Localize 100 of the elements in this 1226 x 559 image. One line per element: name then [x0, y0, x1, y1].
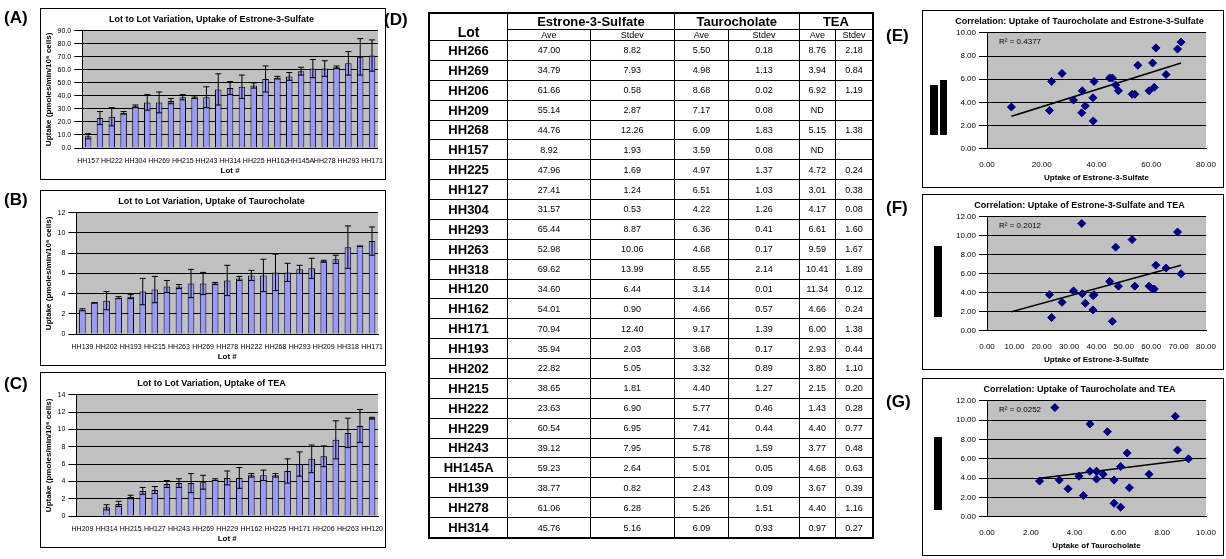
data-label: 0.08: [728, 139, 800, 160]
data-label: 4.22: [674, 199, 729, 220]
data-label: 5.16: [590, 517, 675, 538]
data-label: 27.41: [507, 179, 591, 200]
data-label: 0.48: [835, 438, 873, 458]
data-label: 1.39: [728, 318, 800, 339]
data-label: 4.66: [799, 298, 836, 319]
x-tick-label: 10.00: [1195, 527, 1217, 537]
data-label: 0.12: [835, 279, 873, 299]
y-tick-label: 10.00: [955, 28, 977, 37]
text: Taurocholate: [674, 13, 800, 30]
data-label: 0.44: [835, 338, 873, 359]
data-label: 0.46: [728, 398, 800, 419]
text: Stdev: [728, 29, 800, 41]
data-label: 1.38: [835, 318, 873, 339]
data-label: 1.93: [590, 139, 675, 160]
data-label: 1.26: [728, 199, 800, 220]
y-tick-label: 6.00: [960, 269, 977, 278]
text: (E): [886, 26, 909, 46]
x-axis-title: Uptake of Estrone-3-Sulfate: [1044, 173, 1150, 183]
y-tick-label: 12.00: [955, 396, 977, 405]
category-label: HH318: [429, 259, 508, 279]
y-tick-label: 0.00: [960, 144, 977, 153]
x-tick-label: 6.00: [1110, 527, 1127, 537]
data-label: 7.95: [590, 438, 675, 458]
x-tick-label: 50.00: [1113, 341, 1135, 351]
y-tick-label: 12.00: [955, 212, 977, 221]
data-label: 4.68: [799, 457, 836, 478]
category-label: HH127: [429, 179, 508, 200]
chart-title: Lot to Lot Variation, Uptake of Taurocholate: [118, 195, 305, 206]
data-label: 1.51: [728, 497, 800, 518]
y-tick-label: 8.00: [960, 51, 977, 61]
data-label: 0.89: [728, 358, 800, 379]
category-label: HH209: [429, 100, 508, 120]
data-label: ND: [799, 100, 836, 120]
y-tick-label: 10.00: [955, 415, 977, 425]
data-label: 2.93: [799, 338, 836, 359]
data-label: 3.59: [674, 139, 729, 160]
category-label: HH278: [429, 497, 508, 518]
text: Ave: [799, 29, 836, 41]
legend-label: Stdev: [835, 29, 873, 41]
data-label: ND: [799, 139, 836, 160]
data-label: 5.77: [674, 398, 729, 419]
y-tick-label: 2.00: [960, 120, 977, 130]
data-label: 1.10: [835, 358, 873, 379]
x-axis-title: Lot #: [220, 166, 241, 176]
data-label: 0.38: [835, 179, 873, 200]
data-label: 2.03: [590, 338, 675, 359]
data-label: 6.09: [674, 120, 729, 140]
x-tick-label: 0.00: [979, 527, 996, 537]
data-label: 5.15: [799, 120, 836, 140]
data-label: 6.36: [674, 219, 729, 240]
data-label: 0.57: [728, 298, 800, 319]
data-label: 3.68: [674, 338, 729, 359]
data-label: 0.82: [590, 477, 675, 498]
category-label: HH293: [429, 219, 508, 240]
data-label: 45.76: [507, 517, 591, 538]
data-label: 0.53: [590, 199, 675, 220]
data-label: 1.59: [728, 438, 800, 458]
chart-title: Lot to Lot Variation, Uptake of TEA: [137, 377, 287, 388]
annotation: R² = 0.0252: [999, 405, 1042, 414]
x-tick-label: 40.00: [1086, 341, 1108, 351]
text: (G): [886, 392, 911, 412]
category-label: HH266: [429, 40, 508, 61]
annotation: R² = 0.2012: [999, 221, 1042, 230]
chart-title: Correlation: Uptake of Taurocholate and Estrone-3-Sulfate: [955, 15, 1204, 26]
category-label: HH243: [429, 438, 508, 458]
data-label: 0.44: [728, 418, 800, 438]
data-label: 61.06: [507, 497, 591, 518]
data-label: 3.14: [674, 279, 729, 299]
category-label: HH268: [429, 120, 508, 140]
data-label: 0.77: [835, 418, 873, 438]
data-label: 1.03: [728, 179, 800, 200]
data-label: 8.68: [674, 80, 729, 101]
data-label: 22.82: [507, 358, 591, 379]
data-label: 1.27: [728, 378, 800, 399]
category-label: HH202: [429, 358, 508, 379]
text: TEA: [799, 13, 873, 30]
data-label: 0.08: [728, 100, 800, 120]
data-label: 2.15: [799, 378, 836, 399]
text: Estrone-3-Sulfate: [507, 13, 675, 30]
chart-title: Lot to Lot Variation, Uptake of Estrone-3-Sulfate: [108, 13, 315, 24]
data-label: 9.17: [674, 318, 729, 339]
data-label: 65.44: [507, 219, 591, 240]
data-label: 34.79: [507, 60, 591, 81]
data-label: 10.06: [590, 239, 675, 260]
y-tick-label: 0.00: [960, 326, 977, 335]
data-label: 2.43: [674, 477, 729, 498]
data-label: 4.97: [674, 159, 729, 180]
data-label: 47.00: [507, 40, 591, 61]
data-label: 0.18: [728, 40, 800, 61]
x-axis-title: Lot #: [217, 534, 238, 544]
x-tick-label: 40.00: [1086, 159, 1108, 169]
category-label: HH222: [429, 398, 508, 419]
x-tick-label: 30.00: [1059, 341, 1080, 351]
data-label: 6.09: [674, 517, 729, 538]
data-label: 0.41: [728, 219, 800, 240]
x-axis-title: Uptake of Taurocholate: [1052, 541, 1142, 551]
data-label: 38.65: [507, 378, 591, 399]
data-label: 2.87: [590, 100, 675, 120]
